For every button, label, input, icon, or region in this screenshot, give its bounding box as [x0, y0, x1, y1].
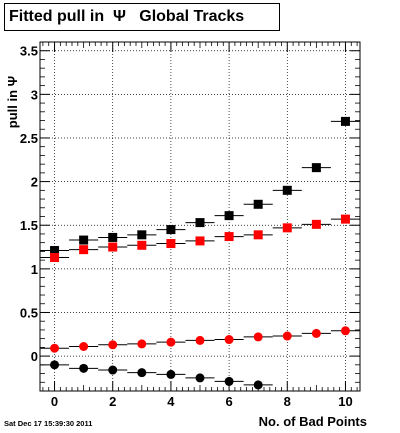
data-point-circle	[195, 373, 205, 383]
data-point-square	[79, 235, 89, 245]
data-point-circle	[195, 335, 205, 345]
data-point-square	[311, 163, 321, 173]
y-tick-label: 2.5	[20, 131, 38, 146]
data-point-square	[166, 225, 176, 235]
data-point-circle	[50, 343, 60, 353]
x-tick-label: 0	[51, 394, 58, 409]
data-point-square	[166, 239, 176, 249]
data-point-circle	[108, 340, 118, 350]
data-point-circle	[253, 332, 263, 342]
data-point-circle	[166, 337, 176, 347]
x-tick-label: 4	[167, 394, 175, 409]
data-point-square	[224, 211, 234, 221]
data-point-circle	[50, 360, 60, 370]
data-point-square	[253, 199, 263, 209]
data-point-square	[137, 230, 147, 240]
y-tick-label: 0	[31, 349, 38, 364]
data-point-circle	[166, 369, 176, 379]
data-point-circle	[340, 326, 350, 336]
data-point-square	[224, 232, 234, 242]
timestamp: Sat Dec 17 15:39:30 2011	[4, 419, 93, 428]
y-axis-title: pull in Ψ	[5, 76, 20, 128]
data-point-circle	[224, 335, 234, 345]
data-point-square	[282, 185, 292, 195]
tick-labels: 0 2 4 6 8 10 0 0.5 1 1.5 2 2.5 3 3.5	[20, 44, 353, 409]
x-tick-label: 8	[284, 394, 291, 409]
data-point-circle	[282, 331, 292, 341]
data-point-square	[340, 214, 350, 224]
data-marks	[40, 116, 360, 390]
data-point-circle	[79, 342, 89, 352]
data-point-circle	[79, 363, 89, 373]
data-point-square	[253, 230, 263, 240]
data-point-square	[282, 223, 292, 233]
data-point-square	[79, 245, 89, 255]
y-tick-label: 3	[31, 87, 38, 102]
data-point-square	[195, 236, 205, 246]
data-point-square	[50, 246, 60, 256]
y-tick-label: 2	[31, 175, 38, 190]
data-point-circle	[137, 339, 147, 349]
y-tick-label: 1.5	[20, 218, 38, 233]
x-tick-label: 2	[109, 394, 116, 409]
data-point-circle	[311, 328, 321, 338]
data-point-square	[137, 240, 147, 250]
y-tick-label: 1	[31, 262, 38, 277]
y-tick-label: 3.5	[20, 44, 38, 59]
data-point-circle	[108, 365, 118, 375]
data-point-circle	[137, 368, 147, 378]
data-point-square	[108, 232, 118, 242]
data-point-square	[50, 253, 60, 263]
data-point-circle	[224, 376, 234, 386]
data-point-circle	[253, 380, 263, 390]
data-point-square	[195, 218, 205, 228]
x-tick-label: 10	[338, 394, 352, 409]
data-point-square	[311, 219, 321, 229]
x-axis-title: No. of Bad Points	[259, 414, 367, 429]
chart-title: Fitted pull in Ψ Global Tracks	[4, 3, 280, 31]
data-point-square	[340, 116, 350, 126]
x-tick-label: 6	[225, 394, 232, 409]
data-point-square	[108, 242, 118, 252]
axis-ticks	[40, 42, 360, 391]
y-tick-label: 0.5	[20, 305, 38, 320]
